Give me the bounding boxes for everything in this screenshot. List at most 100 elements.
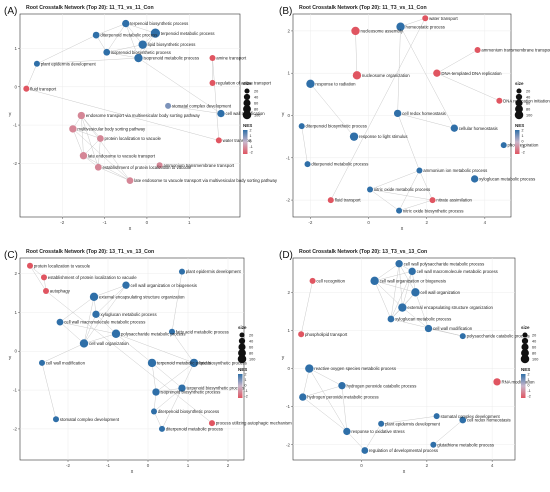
network-node (416, 167, 423, 174)
network-node (38, 359, 46, 366)
node-label: external encapsulating structure organiz… (407, 305, 493, 310)
nes-legend-title: NES (243, 123, 252, 128)
network-edge (397, 113, 420, 171)
size-legend-dot (520, 354, 530, 364)
node-label: stomatal complex development (172, 104, 232, 109)
node-label: diterpenoid metabolic process (100, 33, 157, 38)
y-tick-label: -2 (286, 198, 290, 203)
node-label: terpenoid biosynthetic process (186, 386, 244, 391)
node-label: cell wall organization (89, 341, 129, 346)
y-tick-label: 1 (287, 71, 290, 76)
node-label: response to oxidative stress (351, 429, 404, 434)
network-node (56, 318, 64, 326)
network-node (122, 19, 130, 28)
network-node (52, 416, 60, 423)
network-edge (153, 387, 183, 412)
y-tick-label: 2 (287, 290, 290, 295)
network-node (304, 161, 311, 168)
nes-tick-label: -1 (528, 389, 531, 393)
network-edge (433, 419, 463, 445)
network-node (430, 441, 437, 448)
network-edge (400, 26, 455, 129)
gridlines (20, 258, 244, 460)
network-edge (310, 83, 355, 137)
node-label: cell recognition (316, 278, 345, 283)
node-label: xyloglucan metabolic process (395, 317, 451, 322)
network-node (393, 109, 402, 118)
network-edge (171, 331, 195, 364)
network-edge (398, 170, 420, 211)
node-label: cellular homeostasis (459, 126, 498, 131)
network-node (165, 102, 172, 109)
panel-letter: (A) (4, 6, 17, 17)
node-label: autophagy (50, 289, 71, 294)
network-edge (374, 280, 403, 308)
x-tick-label: -1 (106, 463, 110, 468)
network-node (69, 125, 77, 133)
size-legend-title: size (243, 81, 252, 86)
network-edge (302, 385, 343, 398)
network-edge (95, 314, 117, 334)
size-legend-dot (238, 349, 246, 357)
y-tick-label: 2 (14, 271, 17, 276)
size-legend-dot (514, 110, 524, 120)
size-legend-dot (515, 105, 523, 113)
y-tick-label: -2 (13, 161, 17, 166)
y-axis-label: y (9, 355, 12, 361)
network-node (470, 175, 479, 183)
network-node (367, 186, 374, 193)
node-label: plant epidermis development (385, 421, 441, 426)
size-legend-dot (238, 343, 246, 351)
node-label: nitric oxide biosynthetic process (403, 208, 464, 213)
network-edge (115, 333, 153, 364)
chart-title: Root Crosstalk Network (Top 20): 11_T1_v… (26, 5, 154, 11)
network-node (33, 60, 40, 67)
network-edge (168, 105, 221, 114)
network-node (94, 163, 102, 171)
size-legend-dot (238, 337, 246, 345)
network-node (422, 15, 429, 22)
network-edge (59, 321, 117, 334)
network-node (496, 97, 503, 104)
y-tick-label: 0 (287, 366, 290, 371)
network-node (429, 197, 436, 204)
nes-tick-label: 1 (522, 134, 524, 138)
network-node (459, 333, 466, 340)
network-node (92, 310, 100, 319)
network-edge (374, 280, 392, 320)
network-edge (125, 23, 156, 34)
node-label: response to light stimulus (359, 134, 407, 139)
node-label: RNA modification (502, 379, 536, 384)
nes-tick-label: 0 (522, 140, 524, 144)
network-node (351, 26, 360, 36)
size-legend-label: 100 (249, 358, 255, 362)
network-node (306, 79, 315, 88)
network-node (424, 324, 433, 333)
network-edge (72, 128, 84, 156)
size-legend-label: 40 (532, 340, 536, 344)
network-node (387, 315, 395, 323)
node-label: endosome transport via multivesicular bo… (86, 113, 201, 118)
network-edge (72, 128, 101, 139)
network-node (79, 339, 89, 348)
network-edge (29, 265, 45, 278)
network-node (343, 427, 351, 436)
nodes: terpenoid biosynthetic process terpenoid … (23, 19, 278, 184)
network-edge (309, 368, 348, 432)
node-label: process utilizing autophagic mechanism (216, 421, 292, 426)
y-tick-label: -2 (286, 442, 290, 447)
network-edge (98, 167, 131, 181)
node-label: cell wall organization or biogenesis (380, 278, 446, 283)
y-tick-label: 0 (14, 84, 17, 89)
network-edge (374, 271, 413, 282)
node-label: plant epidermis development (186, 269, 242, 274)
network-edge (106, 44, 143, 53)
node-label: establishment of protein localization to… (102, 165, 191, 170)
size-legend-dot (521, 337, 529, 345)
chart-title: Root Crosstalk Network (Top 20): 13_T1_v… (26, 249, 154, 255)
size-legend-label: 80 (532, 352, 536, 356)
node-label: late endosome to vacuole transport (88, 153, 156, 158)
network-edge (83, 333, 117, 344)
y-tick-label: -1 (286, 155, 290, 160)
network-edge (398, 263, 403, 308)
